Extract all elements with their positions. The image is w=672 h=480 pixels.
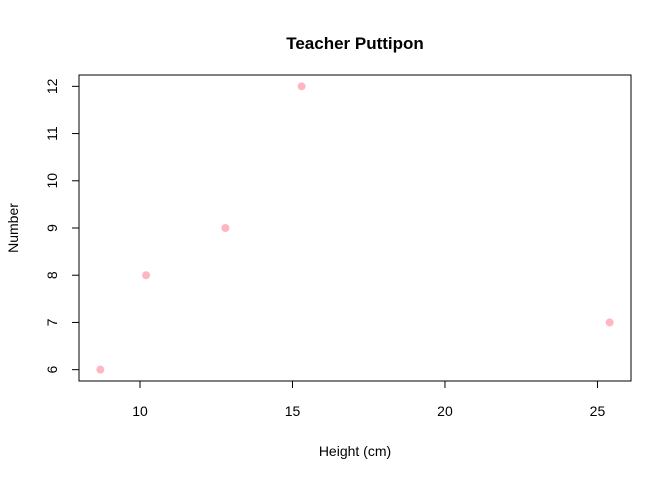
y-tick-label: 11 xyxy=(44,126,60,141)
data-point xyxy=(142,271,151,280)
x-axis-title: Height (cm) xyxy=(319,443,391,459)
data-point xyxy=(96,365,105,374)
y-tick-label: 10 xyxy=(44,173,60,189)
chart-title: Teacher Puttipon xyxy=(286,34,424,53)
y-axis-title: Number xyxy=(5,203,21,253)
plot-area xyxy=(78,74,632,382)
x-tick-label: 10 xyxy=(132,403,148,419)
y-tick-label: 6 xyxy=(44,366,60,374)
data-point xyxy=(605,318,614,327)
y-axis: 6 7 8 9 10 11 12 xyxy=(44,78,80,374)
x-tick-label: 25 xyxy=(590,403,606,419)
data-point xyxy=(297,82,306,91)
data-point xyxy=(221,224,230,232)
x-tick-label: 15 xyxy=(285,403,301,419)
data-points xyxy=(96,82,614,374)
x-tick-label: 20 xyxy=(437,403,453,419)
x-axis: 10 15 20 25 xyxy=(132,380,606,419)
y-tick-label: 9 xyxy=(44,224,60,232)
y-tick-label: 8 xyxy=(44,271,60,279)
y-tick-label: 12 xyxy=(44,78,60,94)
y-tick-label: 7 xyxy=(44,318,60,326)
